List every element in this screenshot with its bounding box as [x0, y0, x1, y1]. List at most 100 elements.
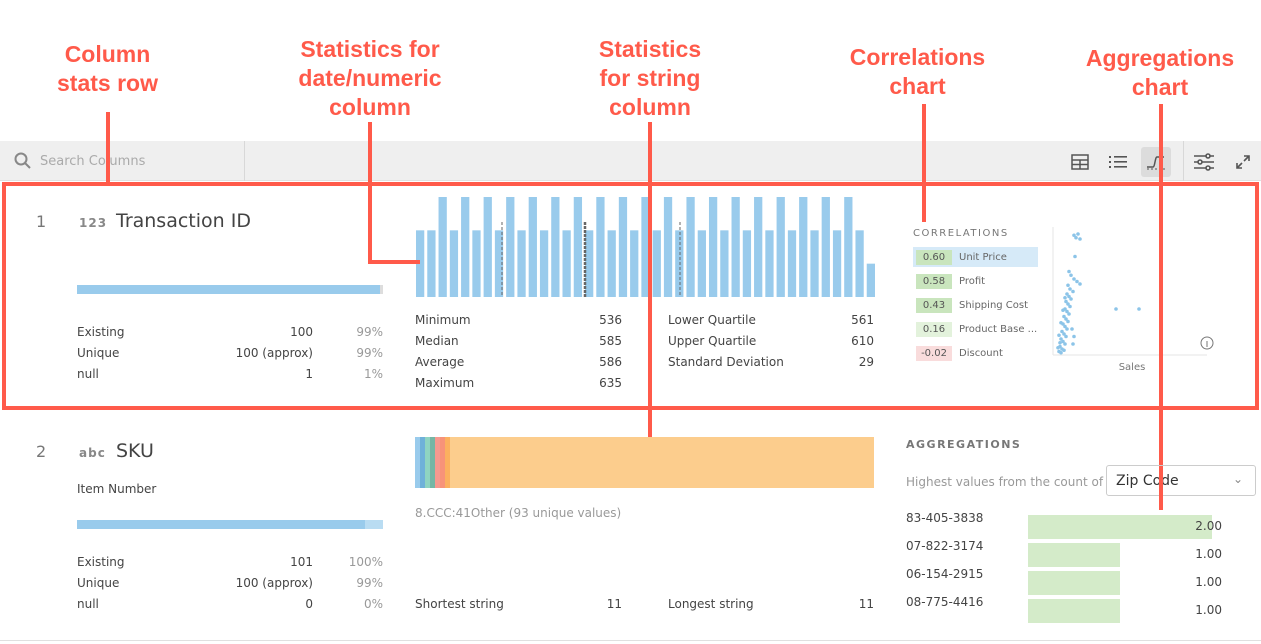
- histogram-bar: [506, 197, 515, 297]
- correlation-label: Shipping Cost: [959, 299, 1029, 311]
- correlation-item[interactable]: 0.58 Profit: [913, 271, 1038, 291]
- histogram-bar: [844, 197, 853, 297]
- correlation-item[interactable]: 0.60 Unit Price: [913, 247, 1038, 267]
- histogram-bar: [832, 230, 842, 297]
- aggregation-row: 83-405-3838 2.00: [906, 511, 1222, 539]
- top-value-segment[interactable]: [435, 437, 440, 488]
- scatter-point: [1072, 233, 1076, 238]
- scatter-point: [1059, 337, 1063, 341]
- list-view-icon: [1109, 156, 1127, 168]
- string-stat-shortest: Shortest string 11: [415, 596, 622, 611]
- correlation-value: 0.60: [916, 249, 952, 265]
- scatter-point: [1069, 297, 1073, 301]
- aggregation-field-select[interactable]: Zip Code ⌄: [1106, 465, 1256, 496]
- stat-null: null 1 1%: [77, 366, 383, 381]
- aggregation-bar: [1028, 571, 1120, 595]
- numeric-stats-left: Minimum 536 Median 585 Average 586 Maximum 6…: [415, 309, 622, 393]
- aggregation-row: 07-822-3174 1.00: [906, 539, 1222, 567]
- top-value-segment[interactable]: [430, 437, 435, 488]
- top-value-segment[interactable]: [415, 437, 420, 488]
- column-name[interactable]: SKU: [116, 440, 154, 462]
- aggregation-key: 06-154-2915: [906, 567, 984, 581]
- top-value-segment[interactable]: [440, 437, 445, 488]
- histogram-bar: [787, 230, 797, 297]
- scatter-point: [1067, 312, 1071, 316]
- scatter-point: [1078, 282, 1082, 286]
- aggregation-row: 08-775-4416 1.00: [906, 595, 1222, 623]
- numeric-type-icon: 123: [79, 216, 108, 230]
- histogram-bar: [596, 197, 605, 297]
- info-icon[interactable]: [1200, 336, 1214, 350]
- list-view-button[interactable]: [1103, 147, 1133, 177]
- x-axis-label: Sales: [1119, 362, 1146, 372]
- scatter-point: [1060, 329, 1064, 334]
- completeness-fill: [77, 520, 365, 529]
- stat-unique: Unique 100 (approx) 99%: [77, 345, 383, 360]
- scatter-point: [1073, 254, 1077, 259]
- stat-maximum: Maximum 635: [415, 375, 622, 390]
- histogram-bar: [742, 230, 752, 297]
- histogram-bar: [855, 230, 864, 297]
- correlation-label: Product Base ...: [959, 323, 1038, 335]
- row-divider: [0, 640, 1261, 641]
- stats-view-icon: [1147, 156, 1165, 170]
- scatter-point: [1069, 273, 1073, 278]
- histogram-bar: [438, 197, 447, 297]
- top-value-segment[interactable]: [450, 437, 874, 488]
- aggregation-bar: [1028, 515, 1212, 539]
- scatter-point: [1061, 308, 1065, 313]
- histogram-bar: [641, 197, 650, 297]
- top-values-label: 8.CCC:41Other (93 unique values): [415, 506, 622, 520]
- histogram-bar: [585, 230, 594, 297]
- top-value-segment[interactable]: [445, 437, 450, 488]
- scatter-point: [1065, 309, 1069, 314]
- histogram-bar: [686, 197, 695, 297]
- scatter-point: [1074, 235, 1078, 240]
- scatter-point: [1059, 320, 1063, 325]
- histogram-bar: [731, 197, 740, 297]
- histogram-bar: [754, 197, 763, 297]
- scatter-point: [1065, 292, 1069, 296]
- histogram-bar: [607, 230, 616, 297]
- top-value-segment[interactable]: [420, 437, 425, 488]
- scatter-point: [1064, 299, 1068, 304]
- top-value-segment[interactable]: [425, 437, 430, 488]
- scatter-point: [1072, 277, 1076, 281]
- histogram-bar: [663, 197, 673, 297]
- correlation-label: Profit: [959, 275, 986, 287]
- histogram-bar: [652, 230, 661, 297]
- column-stats: Existing 100 99% Unique 100 (approx) 99% nul…: [77, 321, 383, 384]
- scatter-point: [1064, 317, 1068, 321]
- correlation-item[interactable]: -0.02 Discount: [913, 343, 1038, 363]
- scatter-point: [1066, 283, 1070, 288]
- aggregation-bar: [1028, 543, 1120, 567]
- stat-lower-quartile: Lower Quartile 561: [668, 312, 874, 327]
- table-view-icon: [1071, 154, 1089, 170]
- stat-minimum: Minimum 536: [415, 312, 622, 327]
- callout-line: [368, 122, 372, 262]
- completeness-fill: [77, 285, 380, 294]
- correlation-value: 0.43: [916, 297, 952, 313]
- histogram-bar: [675, 230, 684, 297]
- histogram-bar: [810, 230, 819, 297]
- settings-button[interactable]: [1189, 147, 1219, 177]
- callout-line: [922, 104, 926, 222]
- stats-view-button[interactable]: [1141, 147, 1171, 177]
- histogram-bar: [720, 230, 729, 297]
- column-name[interactable]: Transaction ID: [116, 210, 251, 232]
- callout-line: [1159, 466, 1163, 510]
- scatter-point: [1076, 232, 1080, 236]
- aggregation-row: 06-154-2915 1.00: [906, 567, 1222, 595]
- search-input[interactable]: Search Columns: [0, 141, 245, 181]
- correlation-label: Unit Price: [959, 251, 1007, 263]
- aggregation-value: 1.00: [1195, 547, 1222, 561]
- toolbar-divider: [1183, 141, 1184, 181]
- correlation-label: Discount: [959, 347, 1003, 359]
- expand-button[interactable]: [1228, 147, 1258, 177]
- correlation-item[interactable]: 0.43 Shipping Cost: [913, 295, 1038, 315]
- histogram-bar: [776, 197, 785, 297]
- correlation-item[interactable]: 0.16 Product Base ...: [913, 319, 1038, 339]
- table-view-button[interactable]: [1065, 147, 1095, 177]
- scatter-point: [1057, 333, 1061, 338]
- chevron-down-icon: ⌄: [1232, 472, 1243, 486]
